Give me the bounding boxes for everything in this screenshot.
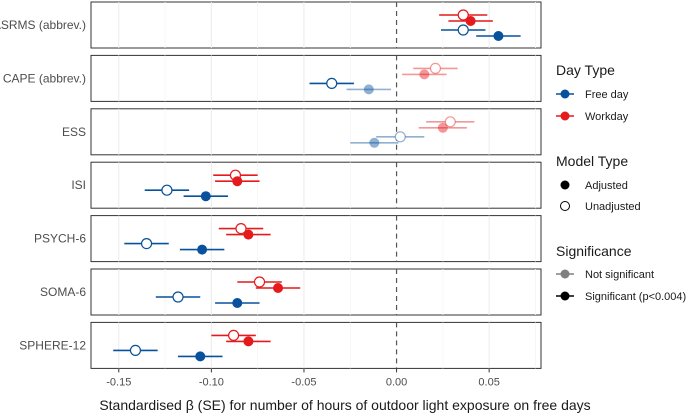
panel-background [90,268,542,316]
legend-item-free-day: Free day [556,89,629,101]
point-workday-unadjusted [429,62,442,75]
point-free-day-adjusted [197,244,208,255]
point-workday-adjusted [419,69,430,80]
point-free-day-unadjusted [129,344,142,356]
x-axis-title: Standardised β (SE) for number of hours … [99,397,590,413]
point-free-day-unadjusted [326,77,338,90]
legend-label-significant: Significant (p<0.004) [585,291,686,303]
point-workday-unadjusted [457,9,469,21]
panel-cape-abbrev [90,54,542,102]
x-tick-label: -0.15 [106,376,131,388]
panel-background [90,1,542,49]
outcome-label: PSYCH-6 [34,232,86,246]
panel-psych-6 [90,215,542,263]
legend-title-day-type: Day Type [556,62,615,78]
panels [90,1,542,369]
point-free-day-adjusted [195,351,206,362]
point-workday-adjusted [437,122,448,133]
legend-label-workday: Workday [585,111,629,123]
outcome-labels: ASRMS (abbrev.) CAPE (abbrev.) ESS ISI PSYCH… [0,18,86,352]
x-tick-label: -0.10 [199,376,224,388]
legend-label-free-day: Free day [585,89,629,101]
point-workday-adjusted [273,283,284,293]
panel-ess [90,108,542,156]
x-tick-label: -0.05 [291,376,316,388]
outcome-label: ISI [71,178,86,192]
outcome-label: ASRMS (abbrev.) [0,18,86,32]
panel-soma-6 [90,268,542,316]
point-free-day-unadjusted [172,291,184,303]
x-tick-label: 0.00 [386,376,407,388]
panel-sphere-12 [90,321,542,369]
outcome-label: ESS [62,125,86,139]
point-workday-unadjusted [253,276,266,288]
panel-asrms-abbrev [90,1,542,49]
legend-item-workday: Workday [556,111,629,123]
panel-isi [90,161,542,209]
legend: Day Type Free day Workday Model Type Adj… [556,62,686,303]
point-workday-adjusted [465,16,476,26]
legend-label-not-significant: Not significant [585,269,654,281]
legend-label-adjusted: Adjusted [585,180,628,192]
legend-title-model-type: Model Type [556,153,628,169]
legend-item-unadjusted: Unadjusted [560,201,641,213]
point-workday-unadjusted [227,329,240,341]
point-free-day-adjusted [232,298,243,308]
point-free-day-adjusted [200,191,211,202]
point-workday-unadjusted [444,116,456,128]
legend-label-unadjusted: Unadjusted [585,201,641,213]
point-free-day-unadjusted [394,131,406,143]
panel-background [90,108,542,156]
point-workday-adjusted [243,229,254,240]
outcome-label: SOMA-6 [40,285,86,299]
panel-background [90,321,542,369]
point-free-day-unadjusted [457,24,469,36]
panel-background [90,54,542,102]
x-tick-label: 0.05 [478,376,499,388]
outcome-label: SPHERE-12 [19,338,86,352]
point-free-day-unadjusted [140,238,153,250]
point-free-day-unadjusted [161,184,173,196]
point-free-day-adjusted [493,31,504,41]
point-workday-adjusted [243,336,254,347]
panel-background [90,215,542,263]
legend-item-significant: Significant (p<0.004) [556,291,686,303]
point-workday-unadjusted [235,223,247,235]
outcome-label: CAPE (abbrev.) [3,71,86,85]
point-free-day-adjusted [363,84,374,95]
point-workday-adjusted [232,176,243,187]
point-free-day-adjusted [369,137,380,148]
x-axis-ticks: -0.15 -0.10 -0.05 0.00 0.05 [106,368,500,388]
panel-background [90,161,542,209]
legend-title-significance: Significance [556,243,632,259]
legend-item-not-significant: Not significant [556,269,654,281]
legend-item-adjusted: Adjusted [560,180,628,192]
